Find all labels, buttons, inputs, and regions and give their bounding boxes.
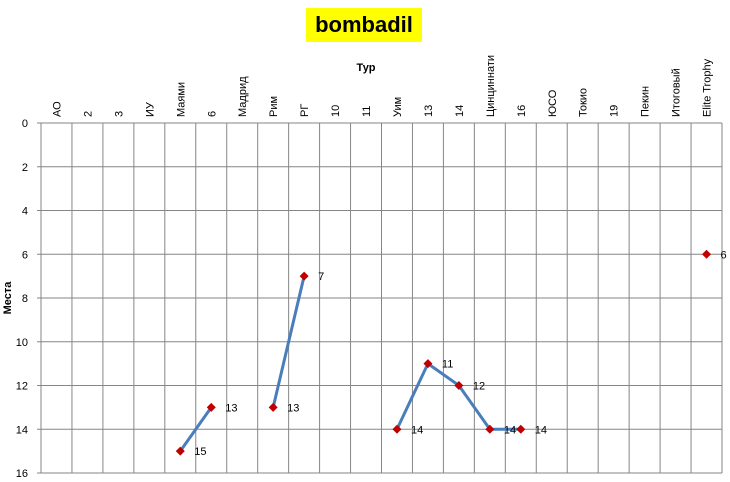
data-label: 14 (411, 424, 423, 436)
data-point-marker (175, 446, 185, 456)
x-tick-label: Мадрид (237, 76, 249, 117)
data-point-marker (299, 271, 309, 281)
chart-title-box: bombadil (306, 8, 422, 42)
y-tick-label: 14 (16, 424, 28, 436)
data-point-marker (485, 424, 495, 434)
x-tick-label: 11 (361, 106, 373, 117)
x-tick-labels: АО 2 3 ИУ Маями 6 Мадрид Рим РГ 10 11 Уим 13 14 Цинцин… (51, 55, 713, 117)
data-label: 14 (535, 424, 547, 436)
y-tick-label: 10 (16, 337, 28, 349)
x-tick-label: Маями (175, 82, 187, 117)
x-axis-title: Тур (357, 62, 376, 74)
series-line-segment (271, 274, 306, 409)
y-tick-label: 16 (16, 468, 28, 480)
data-point-marker (206, 402, 216, 412)
data-label: 15 (194, 446, 206, 458)
x-tick-label: Elite Trophy (702, 58, 714, 117)
series-line-segment (178, 405, 213, 453)
x-tick-label: 6 (206, 111, 218, 117)
data-point-marker (454, 381, 464, 390)
y-axis-title: Места (2, 281, 14, 315)
y-tick-label: 12 (16, 381, 28, 393)
data-label: 6 (721, 249, 727, 261)
data-label: 13 (287, 402, 299, 414)
x-tick-label: Токио (578, 88, 590, 117)
x-tick-label: 10 (330, 105, 342, 117)
data-point-marker (392, 424, 402, 434)
series-markers (175, 249, 712, 456)
y-tick-label: 4 (22, 206, 28, 218)
x-tick-label: РГ (299, 104, 311, 117)
y-tick-label: 8 (22, 293, 28, 305)
x-tick-label: ИУ (144, 101, 156, 117)
series-lines (178, 274, 523, 453)
x-tick-label: 3 (113, 111, 125, 117)
x-tick-label: Итоговый (671, 68, 683, 117)
grid (37, 122, 723, 474)
x-tick-label: ЮСО (547, 89, 559, 117)
x-tick-label: Цинциннати (485, 55, 497, 117)
data-point-marker (268, 402, 278, 412)
data-point-marker (702, 249, 712, 259)
data-label: 7 (318, 271, 324, 283)
y-tick-label: 2 (22, 162, 28, 174)
data-point-marker (516, 424, 526, 434)
x-tick-label: Уим (392, 97, 404, 117)
y-tick-labels: 0 2 4 6 8 10 12 14 16 (16, 118, 28, 480)
x-tick-label: 2 (82, 111, 94, 117)
data-label: 12 (473, 381, 485, 393)
series-line-segment (426, 362, 461, 387)
data-label: 14 (504, 424, 516, 436)
x-tick-label: 16 (516, 105, 528, 117)
x-tick-label: Рим (268, 96, 280, 117)
x-tick-label: 19 (609, 105, 621, 117)
data-label: 13 (225, 402, 237, 414)
x-tick-label: 13 (423, 105, 435, 117)
x-tick-label: 14 (454, 105, 466, 117)
series-line-segment (395, 362, 430, 431)
y-tick-label: 0 (22, 118, 28, 130)
data-labels: 15 13 13 7 14 11 12 14 14 6 (194, 249, 726, 458)
x-tick-label: Пекин (640, 86, 652, 117)
data-point-marker (423, 359, 433, 369)
x-tick-label: АО (51, 101, 63, 117)
y-tick-label: 6 (22, 249, 28, 261)
chart-title: bombadil (315, 12, 413, 37)
series-line-segment (457, 384, 492, 431)
data-label: 11 (442, 359, 453, 371)
